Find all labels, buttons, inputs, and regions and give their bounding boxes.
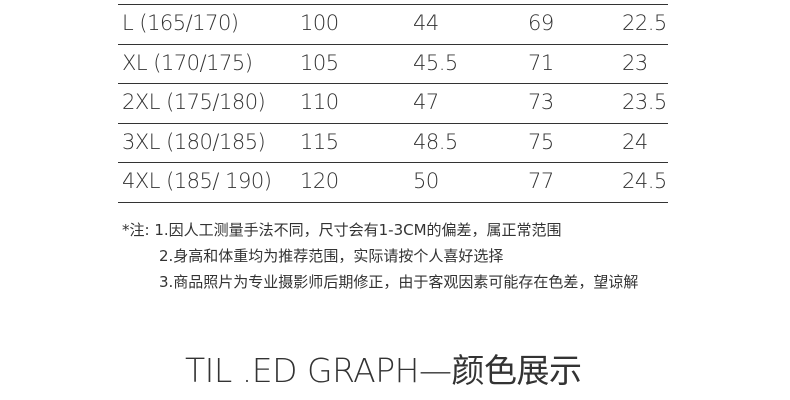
note-prefix: *注:: [122, 221, 155, 239]
value-cell: 100: [300, 11, 339, 35]
size-cell: L (165/170): [122, 11, 239, 35]
value-cell: 73: [528, 90, 554, 115]
size-cell: 3XL (180/185): [122, 129, 266, 154]
table-row: 4XL (185/ 190) 120 50 77 24.5: [118, 162, 668, 203]
note-text: 1.因人工测量手法不同，尺寸会有1-3CM的偏差，属正常范围: [154, 221, 562, 239]
notes: *注: 1.因人工测量手法不同，尺寸会有1-3CM的偏差，属正常范围 2.身高和…: [122, 217, 638, 295]
size-table: L (165/170) 100 44 69 22.5 XL (170/175) …: [118, 4, 668, 203]
value-cell: 50: [413, 169, 439, 194]
value-cell: 24.5: [622, 169, 667, 194]
value-cell: 120: [300, 169, 339, 194]
value-cell: 115: [300, 129, 339, 154]
value-cell: 22.5: [622, 11, 667, 35]
table-row: 3XL (180/185) 115 48.5 75 24: [118, 122, 668, 163]
value-cell: 24: [622, 129, 648, 154]
size-cell: XL (170/175): [122, 50, 253, 75]
note-line: 3.商品照片为专业摄影师后期修正，由于客观因素可能存在色差，望谅解: [159, 273, 639, 291]
table-row: L (165/170) 100 44 69 22.5: [118, 4, 668, 44]
note-line: *注: 1.因人工测量手法不同，尺寸会有1-3CM的偏差，属正常范围: [122, 217, 638, 243]
value-cell: 23.5: [622, 90, 667, 115]
section-title: TIL .ED GRAPH—颜色展示: [185, 351, 582, 390]
note-line: 2.身高和体重均为推荐范围，实际请按个人喜好选择: [159, 247, 504, 265]
value-cell: 105: [300, 50, 339, 75]
table-row: XL (170/175) 105 45.5 71 23: [118, 43, 668, 84]
value-cell: 77: [528, 169, 554, 194]
value-cell: 75: [528, 129, 554, 154]
value-cell: 48.5: [413, 129, 458, 154]
value-cell: 110: [300, 90, 339, 115]
value-cell: 23: [622, 50, 648, 75]
value-cell: 69: [528, 11, 554, 35]
size-cell: 4XL (185/ 190): [122, 169, 272, 194]
value-cell: 45.5: [413, 50, 458, 75]
size-cell: 2XL (175/180): [122, 90, 266, 115]
table-row: 2XL (175/180) 110 47 73 23.5: [118, 83, 668, 123]
value-cell: 71: [528, 50, 554, 75]
value-cell: 47: [413, 90, 439, 115]
value-cell: 44: [413, 11, 439, 35]
